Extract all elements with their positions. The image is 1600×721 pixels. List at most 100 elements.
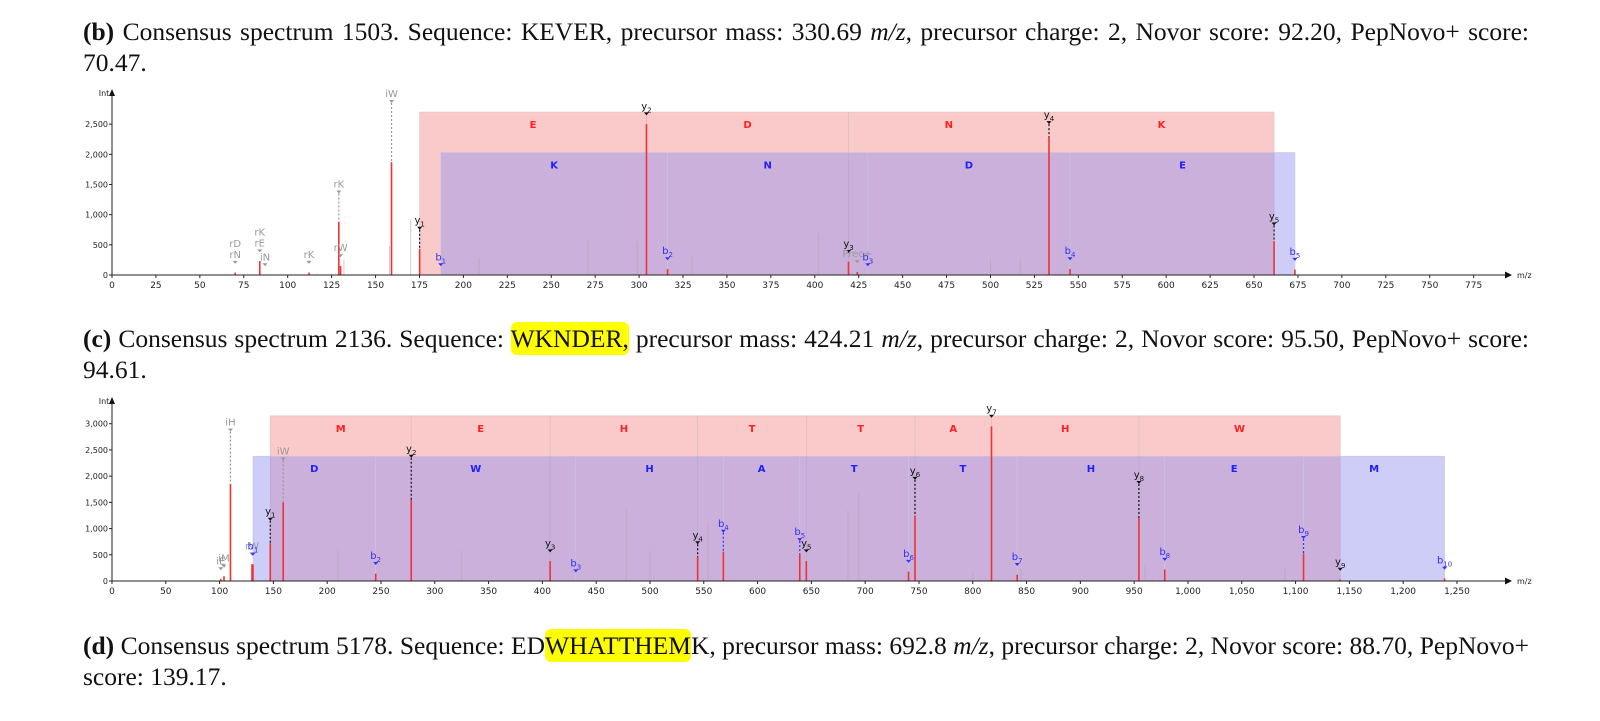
x-tick-label: 1,000: [1175, 587, 1201, 597]
ion-label: y5: [1269, 212, 1279, 225]
caption-c: (c) Consensus spectrum 2136. Sequence: W…: [83, 322, 1529, 385]
y-ion-band: [914, 415, 992, 582]
ion-label: y1: [414, 216, 424, 229]
peak-marker: [854, 260, 860, 264]
y-ion-band: [991, 415, 1140, 582]
y-axis-label: Int: [99, 397, 110, 406]
b-ion-band: [667, 152, 869, 276]
peak-marker: [906, 559, 912, 563]
peak-marker: [846, 249, 852, 253]
y-ion-band: [697, 415, 807, 582]
x-tick-label: 1,250: [1444, 587, 1470, 597]
ion-label: b2: [662, 246, 673, 259]
mz-unit: m/z: [881, 324, 917, 353]
x-tick-label: 1,100: [1283, 587, 1309, 597]
b-residue-letter: D: [310, 464, 318, 475]
ion-label: b4: [1065, 246, 1076, 259]
y-tick-label: 2,500: [85, 120, 108, 129]
peak-marker: [1442, 566, 1448, 570]
ion-label: b8: [1159, 547, 1170, 560]
peak-marker: [865, 263, 871, 267]
x-tick-label: 450: [588, 587, 605, 597]
x-tick-label: 700: [857, 587, 874, 597]
b-residue-letter: D: [965, 161, 973, 172]
peak-marker: [227, 428, 233, 432]
peak-marker: [1292, 257, 1298, 261]
sequence-highlight: WHATTHEM: [545, 629, 691, 662]
ion-label: b2: [370, 551, 381, 564]
x-axis-label: m/z: [1517, 271, 1532, 280]
ion-label: y4: [692, 530, 703, 543]
x-tick-label: 450: [894, 281, 911, 291]
y-ion-band: [269, 415, 412, 582]
y-residue-letter: H: [1061, 424, 1069, 435]
peak-marker: [988, 414, 994, 418]
b-residue-letter: A: [758, 464, 766, 475]
x-tick-label: 375: [762, 281, 779, 291]
ion-label: rW: [334, 243, 348, 254]
x-tick-label: 175: [411, 281, 428, 291]
x-tick-label: 500: [982, 281, 999, 291]
peak-marker: [336, 190, 342, 194]
b-residue-letter: M: [1369, 464, 1379, 475]
caption-prefix: Consensus spectrum 1503. Sequence:: [122, 17, 521, 46]
ion-label: rN: [229, 250, 241, 261]
peak-marker: [373, 562, 379, 566]
b-residue-letter: T: [959, 464, 966, 475]
ion-label: iE: [216, 556, 225, 567]
x-tick-label: 125: [323, 281, 340, 291]
ion-label: y3: [843, 239, 853, 252]
caption-text: precursor mass: 692.8: [715, 631, 954, 660]
ion-label: rK: [304, 250, 315, 261]
peak-marker: [250, 552, 256, 556]
ion-label: rD: [229, 239, 241, 250]
x-tick-label: 750: [1421, 281, 1438, 291]
ion-label: y5: [801, 538, 811, 551]
y-ion-band: [1138, 415, 1341, 582]
peak-marker: [417, 226, 423, 230]
peak-marker: [257, 249, 263, 253]
x-tick-label: 750: [910, 587, 927, 597]
ion-label: b5: [794, 527, 805, 540]
b-ion-band: [1303, 455, 1445, 582]
peak-marker: [1046, 121, 1052, 125]
x-tick-label: 200: [455, 281, 472, 291]
x-tick-label: 50: [194, 281, 206, 291]
peak-marker: [1014, 563, 1020, 567]
x-tick-label: 250: [543, 281, 560, 291]
ion-label: rE: [255, 238, 265, 249]
x-tick-label: 950: [1126, 587, 1143, 597]
y-tick-label: 2,000: [85, 150, 108, 159]
x-tick-label: 0: [109, 587, 115, 597]
y-tick-label: 1,000: [85, 211, 108, 220]
b-residue-letter: E: [1231, 464, 1238, 475]
x-tick-label: 900: [1072, 587, 1089, 597]
peak-marker: [1271, 222, 1277, 226]
y-tick-label: 1,000: [85, 525, 108, 534]
ion-label: b3: [862, 252, 873, 265]
b-residue-letter: E: [1179, 161, 1186, 172]
y-residue-letter: H: [620, 424, 628, 435]
x-tick-label: 675: [1289, 281, 1306, 291]
ion-label: b9: [1298, 525, 1309, 538]
caption-d: (d) Consensus spectrum 5178. Sequence: E…: [83, 629, 1529, 692]
x-tick-label: 1,050: [1229, 587, 1255, 597]
y-residue-letter: T: [857, 424, 864, 435]
y-ion-band: [848, 111, 1050, 276]
peak-marker: [547, 549, 553, 553]
x-tick-label: 850: [1018, 587, 1035, 597]
y-residue-letter: E: [530, 120, 537, 131]
ion-label: b3: [570, 558, 581, 571]
b-ion-band: [375, 455, 577, 582]
y-residue-letter: M: [336, 424, 346, 435]
x-tick-label: 350: [480, 587, 497, 597]
caption-prefix: Consensus spectrum 5178. Sequence:: [120, 631, 512, 660]
peak-marker: [1136, 481, 1142, 485]
y-tick-label: 0: [103, 577, 108, 586]
x-tick-label: 800: [964, 587, 981, 597]
y-ion-band: [806, 415, 916, 582]
ion-label: y4: [1044, 110, 1055, 123]
ion-label: b5: [1290, 247, 1301, 260]
